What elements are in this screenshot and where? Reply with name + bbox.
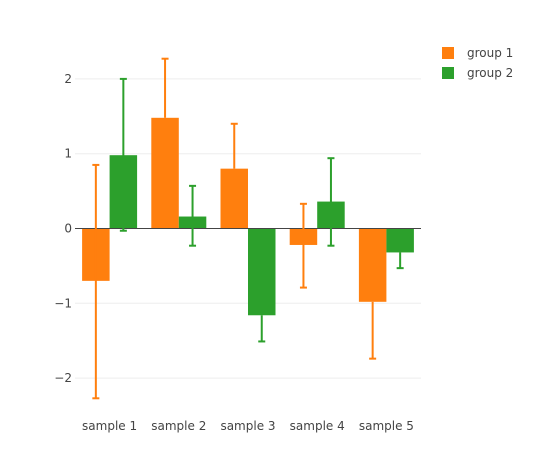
x-axis: sample 1 sample 2 sample 3 sample 4 sample 5: [82, 419, 414, 433]
legend-item-group-2[interactable]: group 2: [442, 66, 513, 80]
bar-group-1-sample-3[interactable]: [220, 168, 249, 229]
error-bar-group-2-sample-3: [258, 315, 266, 343]
error-bars: [92, 57, 404, 400]
error-bar-group-1-sample-2: [161, 57, 169, 118]
x-tick-label: sample 3: [220, 419, 275, 433]
bar-group-2-sample-3[interactable]: [248, 228, 276, 316]
error-bar-group-1-sample-1: [92, 163, 100, 400]
legend-label: group 2: [467, 66, 513, 80]
y-tick-label: −1: [54, 296, 72, 310]
error-bar-group-1-sample-3: [230, 122, 238, 169]
error-bar-group-2-sample-4: [327, 157, 335, 247]
legend-label: group 1: [467, 46, 513, 60]
y-tick-label: 2: [64, 72, 72, 86]
x-tick-label: sample 5: [359, 419, 414, 433]
y-tick-label: 1: [64, 147, 72, 161]
x-tick-label: sample 4: [290, 419, 345, 433]
legend-swatch: [442, 67, 454, 79]
error-bar-group-2-sample-1: [119, 77, 127, 232]
error-bar-group-1-sample-5: [369, 301, 377, 360]
y-tick-label: −2: [54, 371, 72, 385]
x-tick-label: sample 2: [151, 419, 206, 433]
legend-item-group-1[interactable]: group 1: [442, 46, 513, 60]
legend-swatch: [442, 47, 454, 59]
error-bar-group-2-sample-2: [189, 184, 197, 247]
legend[interactable]: group 1 group 2: [442, 46, 513, 80]
error-bar-group-2-sample-5: [396, 252, 404, 270]
bar-group-2-sample-5[interactable]: [386, 228, 414, 253]
error-bar-group-1-sample-4: [299, 202, 307, 289]
bar-group-1-sample-5[interactable]: [358, 228, 387, 302]
y-axis: 2 1 0 −1 −2: [54, 72, 72, 385]
bar-group-1-sample-2[interactable]: [151, 117, 179, 229]
y-tick-label: 0: [64, 222, 72, 236]
x-tick-label: sample 1: [82, 419, 137, 433]
bars: [82, 117, 414, 316]
